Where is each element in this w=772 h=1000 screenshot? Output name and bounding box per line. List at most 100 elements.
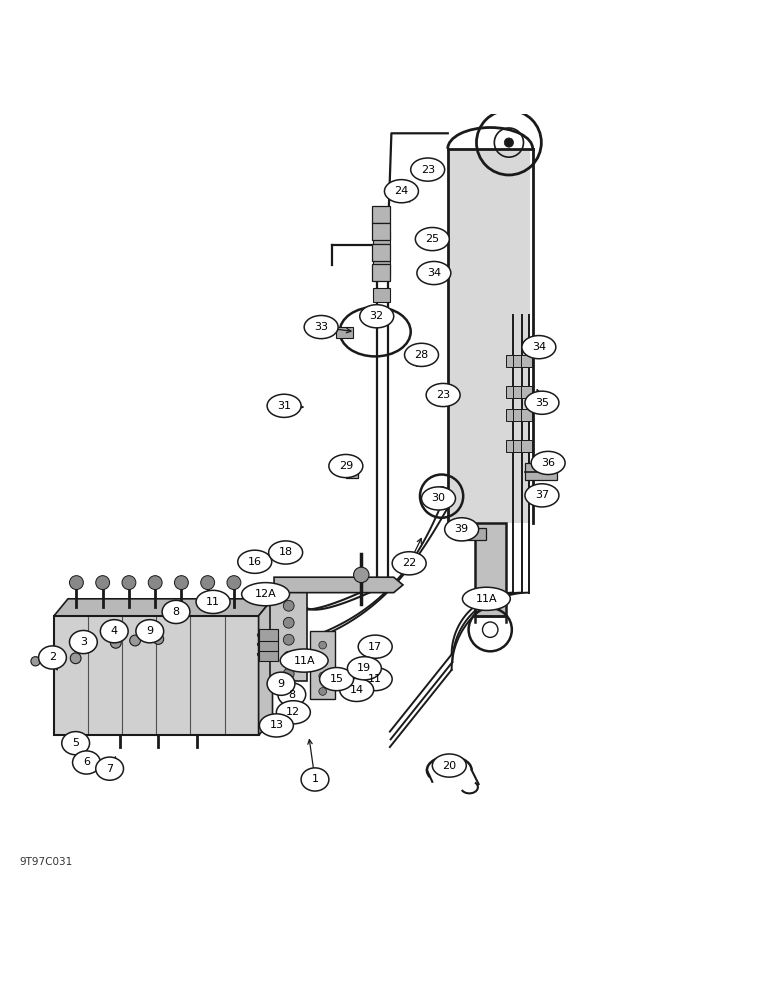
- Text: 19: 19: [357, 663, 371, 673]
- Bar: [455, 528, 486, 540]
- Circle shape: [354, 567, 369, 583]
- Bar: [525, 463, 557, 480]
- Text: 15: 15: [330, 674, 344, 684]
- Bar: [506, 409, 517, 421]
- Bar: [310, 631, 335, 699]
- Text: 32: 32: [370, 311, 384, 321]
- Text: 25: 25: [425, 234, 439, 244]
- Text: 8: 8: [288, 690, 296, 700]
- Circle shape: [227, 576, 241, 590]
- Bar: [506, 386, 517, 398]
- Bar: [372, 223, 390, 240]
- Text: 1: 1: [311, 774, 319, 784]
- Ellipse shape: [100, 620, 128, 643]
- Ellipse shape: [278, 683, 306, 706]
- Circle shape: [283, 600, 294, 611]
- Circle shape: [504, 138, 513, 147]
- Circle shape: [69, 576, 83, 590]
- Text: 18: 18: [279, 547, 293, 557]
- Text: 34: 34: [532, 342, 546, 352]
- Ellipse shape: [525, 391, 559, 414]
- Text: 9: 9: [146, 626, 154, 636]
- Text: 20: 20: [442, 761, 456, 771]
- Ellipse shape: [242, 583, 290, 606]
- Ellipse shape: [358, 635, 392, 658]
- Ellipse shape: [531, 451, 565, 475]
- Text: 3: 3: [80, 637, 87, 647]
- Text: 6: 6: [83, 757, 90, 767]
- Text: 24: 24: [394, 186, 408, 196]
- Circle shape: [319, 672, 327, 680]
- Circle shape: [122, 576, 136, 590]
- Ellipse shape: [238, 550, 272, 573]
- Ellipse shape: [269, 541, 303, 564]
- Ellipse shape: [320, 668, 354, 691]
- Bar: [259, 638, 278, 651]
- Polygon shape: [259, 599, 273, 735]
- Bar: [506, 440, 517, 452]
- Ellipse shape: [340, 678, 374, 701]
- Bar: [270, 589, 307, 681]
- Text: 9T97C031: 9T97C031: [19, 857, 73, 867]
- Text: 22: 22: [402, 558, 416, 568]
- Text: 9: 9: [277, 679, 285, 689]
- Text: 13: 13: [269, 720, 283, 730]
- Text: 11: 11: [206, 597, 220, 607]
- Bar: [521, 355, 532, 367]
- Bar: [506, 355, 517, 367]
- Bar: [475, 523, 506, 616]
- Circle shape: [70, 653, 81, 664]
- Ellipse shape: [304, 315, 338, 339]
- Ellipse shape: [96, 757, 124, 780]
- Ellipse shape: [426, 383, 460, 407]
- Ellipse shape: [259, 714, 293, 737]
- Ellipse shape: [329, 454, 363, 478]
- Ellipse shape: [276, 701, 310, 724]
- Ellipse shape: [422, 487, 455, 510]
- Circle shape: [319, 688, 327, 695]
- Bar: [513, 409, 524, 421]
- Text: 7: 7: [106, 764, 113, 774]
- Ellipse shape: [445, 518, 479, 541]
- Circle shape: [283, 617, 294, 628]
- Circle shape: [31, 657, 40, 666]
- Text: 33: 33: [314, 322, 328, 332]
- Bar: [259, 648, 278, 661]
- Ellipse shape: [462, 587, 510, 610]
- Circle shape: [83, 641, 94, 652]
- Text: 37: 37: [535, 490, 549, 500]
- Bar: [259, 629, 278, 641]
- Ellipse shape: [358, 668, 392, 691]
- Bar: [372, 244, 390, 261]
- Text: 23: 23: [436, 390, 450, 400]
- Circle shape: [283, 634, 294, 645]
- Text: 14: 14: [350, 685, 364, 695]
- Circle shape: [201, 576, 215, 590]
- Ellipse shape: [267, 394, 301, 417]
- Circle shape: [110, 637, 121, 648]
- Text: 11: 11: [368, 674, 382, 684]
- Bar: [450, 149, 530, 523]
- Bar: [373, 261, 390, 275]
- Text: 29: 29: [339, 461, 353, 471]
- Bar: [521, 409, 532, 421]
- Circle shape: [319, 657, 327, 664]
- Ellipse shape: [415, 227, 449, 251]
- Ellipse shape: [39, 646, 66, 669]
- Bar: [513, 440, 524, 452]
- Text: 11A: 11A: [293, 656, 315, 666]
- Text: 12: 12: [286, 707, 300, 717]
- Text: 23: 23: [421, 165, 435, 175]
- Ellipse shape: [301, 768, 329, 791]
- Bar: [372, 206, 390, 223]
- Text: 31: 31: [277, 401, 291, 411]
- Text: 36: 36: [541, 458, 555, 468]
- Ellipse shape: [522, 336, 556, 359]
- Circle shape: [283, 651, 294, 662]
- Ellipse shape: [525, 484, 559, 507]
- Text: 2: 2: [49, 652, 56, 662]
- Ellipse shape: [392, 552, 426, 575]
- Bar: [336, 327, 353, 338]
- Text: 5: 5: [72, 738, 80, 748]
- Text: 8: 8: [172, 607, 180, 617]
